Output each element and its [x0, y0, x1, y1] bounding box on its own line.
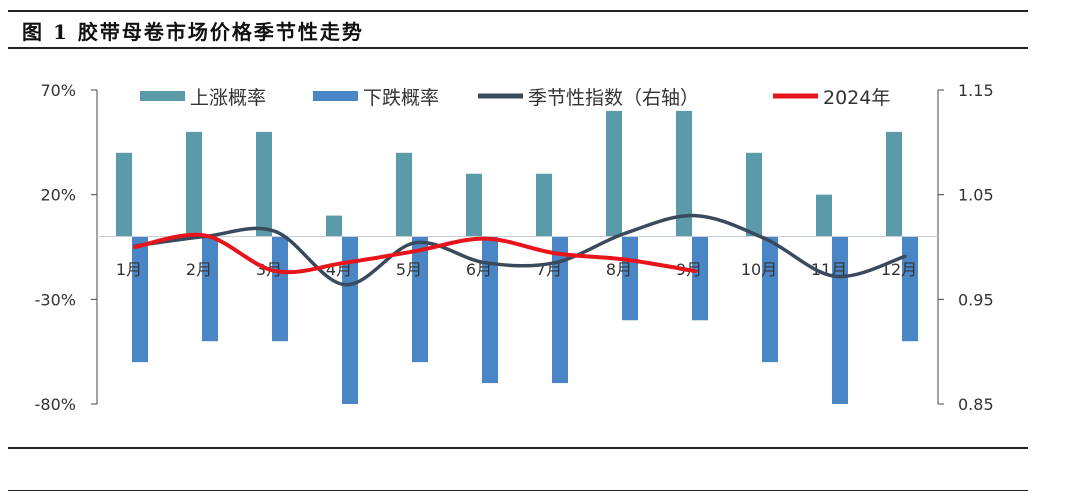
bar-up	[466, 173, 482, 237]
category-label: 12月	[881, 260, 917, 279]
bar-down	[412, 236, 428, 363]
bottom-rule	[8, 447, 1028, 449]
legend-label: 2024年	[823, 87, 890, 109]
left-tick-label: 20%	[40, 186, 76, 205]
bar-down	[902, 236, 918, 342]
left-tick-label: -80%	[35, 395, 76, 414]
bar-down	[202, 236, 218, 342]
bar-up	[396, 152, 412, 237]
bar-down	[272, 236, 288, 342]
bar-down	[552, 236, 568, 384]
legend-label: 季节性指数（右轴）	[528, 87, 699, 109]
top-rule	[8, 10, 1028, 12]
legend-label: 下跌概率	[363, 87, 439, 109]
bar-up	[816, 194, 832, 237]
bar-down	[762, 236, 778, 363]
category-label: 2月	[186, 260, 212, 279]
seasonal-index-line	[133, 213, 907, 287]
bar-up	[256, 131, 272, 237]
left-tick-label: -30%	[35, 290, 76, 309]
right-tick-label: 1.15	[958, 81, 994, 100]
bar-up	[886, 131, 902, 237]
category-label: 10月	[741, 260, 777, 279]
right-tick-label: 0.85	[958, 395, 994, 414]
category-label: 1月	[116, 260, 142, 279]
legend-label: 上涨概率	[190, 87, 266, 109]
left-tick-label: 70%	[40, 81, 76, 100]
title-rule	[8, 47, 1028, 49]
legend-swatch	[313, 91, 358, 101]
category-label: 8月	[606, 260, 632, 279]
right-tick-label: 1.05	[958, 186, 994, 205]
bar-up	[676, 110, 692, 237]
line-2024	[133, 232, 697, 275]
bar-down	[342, 236, 358, 404]
bar-down	[132, 236, 148, 363]
category-label: 6月	[466, 260, 492, 279]
legend-swatch	[140, 91, 185, 101]
bar-down	[832, 236, 848, 404]
bar-down	[622, 236, 638, 321]
bar-up	[746, 152, 762, 237]
bar-up	[116, 152, 132, 237]
right-tick-label: 0.95	[958, 290, 994, 309]
bar-down	[482, 236, 498, 384]
footer-rule	[8, 490, 1028, 491]
bar-down	[692, 236, 708, 321]
category-label: 11月	[811, 260, 847, 279]
bar-up	[186, 131, 202, 237]
category-label: 5月	[396, 260, 422, 279]
bar-up	[536, 173, 552, 237]
bar-up	[326, 215, 342, 237]
figure-title: 图 1 胶带母卷市场价格季节性走势	[22, 20, 364, 44]
bar-up	[606, 110, 622, 237]
